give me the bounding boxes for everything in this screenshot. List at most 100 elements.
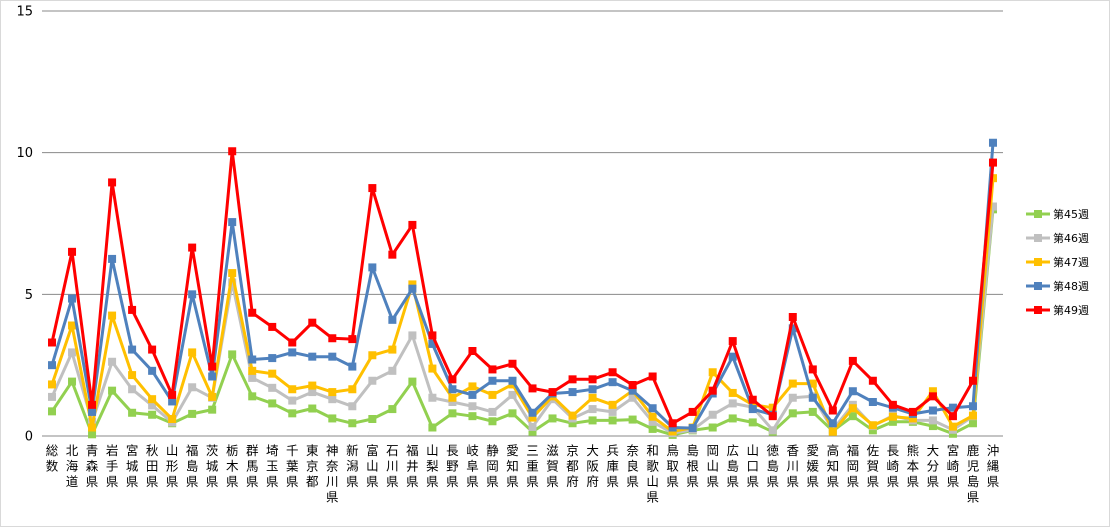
legend-swatch-marker xyxy=(1034,258,1042,266)
legend-label: 第49週 xyxy=(1053,303,1089,317)
x-tick-label: 石川県 xyxy=(386,443,399,489)
data-point xyxy=(688,424,697,433)
data-point xyxy=(168,397,177,406)
data-point xyxy=(48,361,57,370)
x-tick-label: 宮崎県 xyxy=(947,443,960,489)
data-point xyxy=(208,405,217,414)
data-point xyxy=(488,376,497,385)
data-point xyxy=(68,294,77,303)
x-tick-label: 奈良県 xyxy=(626,443,639,489)
legend-item: 第48週 xyxy=(1026,279,1089,293)
data-point xyxy=(148,345,157,354)
data-point xyxy=(348,419,357,428)
data-point xyxy=(68,247,77,256)
data-point xyxy=(568,375,577,384)
data-point xyxy=(808,379,817,388)
data-point xyxy=(128,345,137,354)
data-point xyxy=(88,430,97,439)
data-point xyxy=(608,368,617,377)
data-point xyxy=(328,414,337,423)
data-point xyxy=(648,424,657,433)
data-point xyxy=(728,352,737,361)
x-tick-label: 大分県 xyxy=(927,443,940,489)
data-point xyxy=(788,313,797,321)
data-point xyxy=(328,334,337,343)
x-tick-label: 福井県 xyxy=(406,443,419,489)
data-point xyxy=(648,372,657,381)
data-point xyxy=(708,386,717,395)
x-tick-label: 京都府 xyxy=(566,443,579,489)
data-point xyxy=(388,250,397,259)
data-point xyxy=(508,390,517,399)
data-point xyxy=(288,396,297,405)
data-point xyxy=(868,421,877,430)
data-point xyxy=(48,407,57,416)
data-point xyxy=(128,385,137,394)
data-point xyxy=(188,409,197,418)
data-point xyxy=(848,387,857,396)
data-point xyxy=(288,385,297,394)
data-point xyxy=(468,382,477,391)
data-point xyxy=(688,407,697,416)
data-point xyxy=(768,426,777,435)
data-point xyxy=(848,412,857,421)
data-point xyxy=(108,311,117,320)
data-point xyxy=(788,393,797,402)
data-point xyxy=(928,387,937,396)
x-tick-label: 高知県 xyxy=(827,443,840,489)
x-tick-label: 長崎県 xyxy=(887,443,900,489)
data-point xyxy=(448,398,457,406)
data-point xyxy=(588,393,597,402)
data-point xyxy=(828,427,837,436)
data-point xyxy=(68,348,77,357)
data-point xyxy=(188,290,197,299)
data-point xyxy=(308,318,317,327)
legend-label: 第48週 xyxy=(1053,279,1089,293)
data-point xyxy=(108,254,117,263)
x-tick-label: 茨城県 xyxy=(206,443,219,489)
data-point xyxy=(928,422,937,431)
data-point xyxy=(788,409,797,418)
legend-label: 第45週 xyxy=(1053,207,1089,221)
x-tick-label: 新潟県 xyxy=(346,443,359,489)
data-point xyxy=(548,388,557,397)
data-point xyxy=(408,220,417,229)
data-point xyxy=(988,202,997,211)
legend-item: 第45週 xyxy=(1026,207,1089,221)
data-point xyxy=(828,406,837,415)
data-point xyxy=(708,423,717,432)
data-point xyxy=(748,405,757,414)
legend-label: 第47週 xyxy=(1053,255,1089,269)
x-tick-label: 秋田県 xyxy=(146,443,159,489)
x-tick-label: 宮城県 xyxy=(126,443,139,489)
data-point xyxy=(148,366,157,375)
data-point xyxy=(668,423,677,432)
data-point xyxy=(388,345,397,354)
data-point xyxy=(428,331,437,340)
data-point xyxy=(428,339,437,348)
x-tick-label: 鹿児島県 xyxy=(967,443,980,505)
data-point xyxy=(988,158,997,167)
x-tick-label: 山形県 xyxy=(166,443,179,489)
data-point xyxy=(888,417,897,426)
data-point xyxy=(328,388,337,397)
x-tick-label: 香川県 xyxy=(787,443,800,489)
legend-swatch-marker xyxy=(1034,210,1042,218)
data-point xyxy=(408,377,417,386)
x-tick-label: 静岡県 xyxy=(486,443,499,489)
data-point xyxy=(128,305,137,314)
data-point xyxy=(728,388,737,397)
data-point xyxy=(968,402,977,411)
data-point xyxy=(628,381,637,389)
data-point xyxy=(888,400,897,409)
data-point xyxy=(328,395,337,404)
x-tick-label: 青森県 xyxy=(86,443,99,489)
data-point xyxy=(228,147,237,156)
data-point xyxy=(528,427,537,436)
data-point xyxy=(648,412,657,421)
x-tick-label: 三重県 xyxy=(526,443,539,489)
x-tick-label: 徳島県 xyxy=(767,443,780,489)
x-tick-label: 長野県 xyxy=(446,443,459,489)
